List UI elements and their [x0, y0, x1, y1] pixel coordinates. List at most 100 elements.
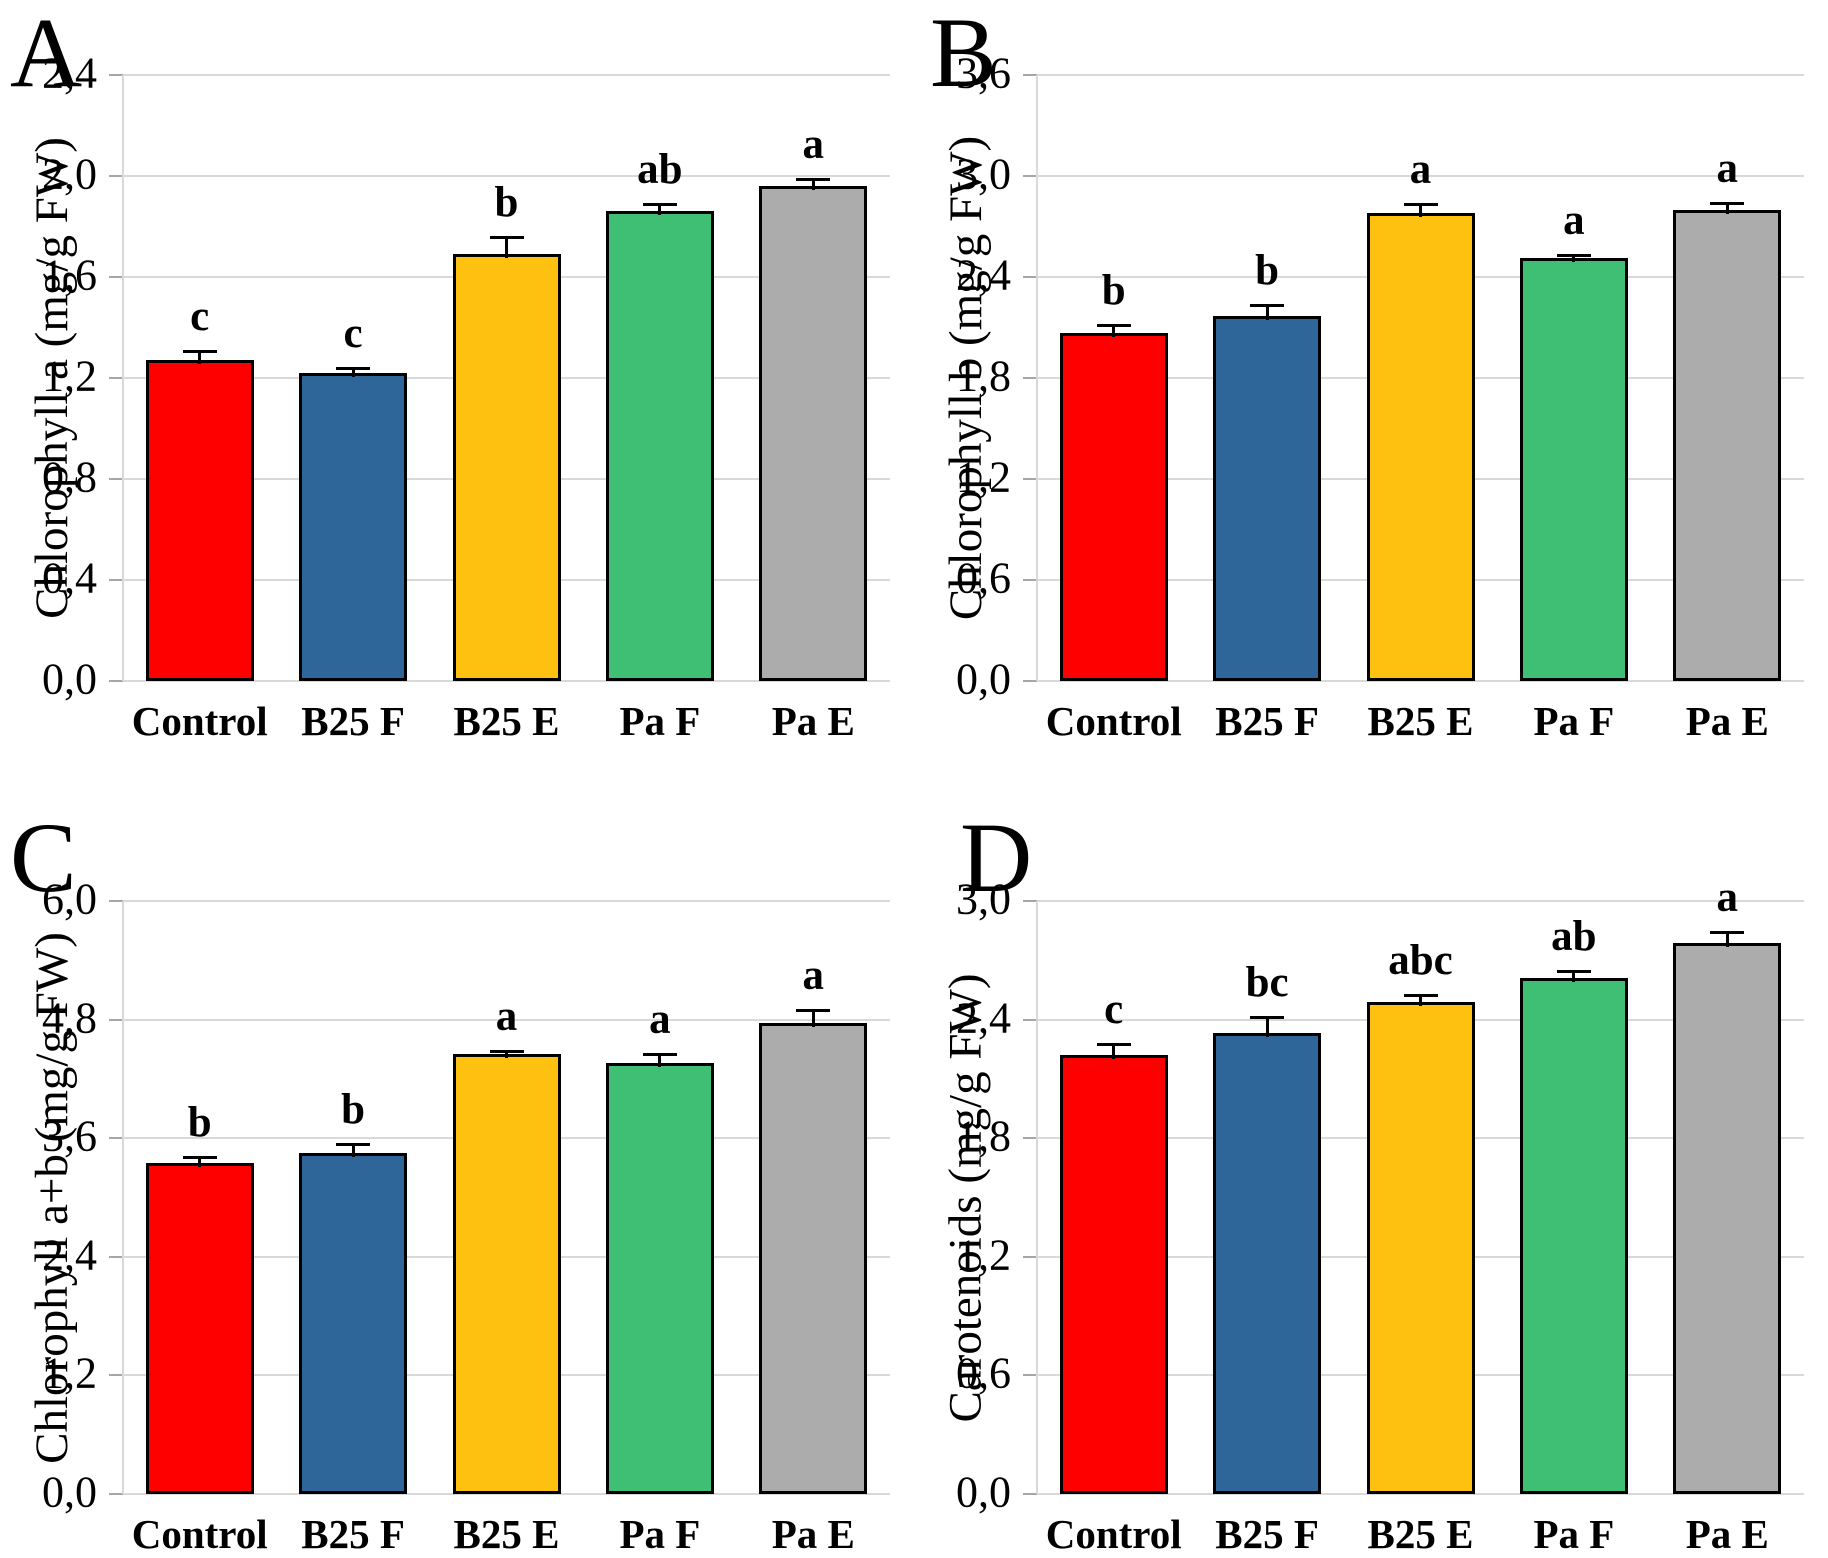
y-axis-line	[122, 75, 124, 681]
significance-letter: ab	[1551, 913, 1597, 961]
error-bar	[1556, 970, 1591, 983]
y-axis-tick	[109, 276, 123, 278]
significance-letter: b	[187, 1099, 212, 1147]
y-axis-tick	[109, 377, 123, 379]
error-bar	[1710, 930, 1745, 947]
significance-letter: abc	[1388, 936, 1453, 984]
error-bar-stem	[505, 1050, 508, 1059]
gridline	[1037, 74, 1804, 76]
error-bar-stem	[811, 178, 815, 191]
error-bar-stem	[351, 1143, 355, 1158]
gridline	[1037, 1493, 1804, 1495]
gridline	[123, 900, 890, 902]
y-axis-tick	[109, 1255, 123, 1258]
error-bar	[1096, 324, 1131, 337]
y-axis-tick	[109, 1374, 123, 1377]
y-tick-label: 0,6	[956, 1348, 1011, 1398]
x-category-label: Pa E	[1685, 698, 1769, 744]
panel-chlorophyll-b: B Chlorophyll b (mg/g FW) 0,0 0,6 1,2 1,8 2,…	[914, 0, 1828, 745]
error-bar	[796, 178, 831, 191]
significance-letter: a	[802, 951, 825, 999]
x-category-label: Control	[131, 698, 268, 744]
bar-pa-f	[1519, 978, 1628, 1494]
error-bar-cap	[336, 1143, 371, 1147]
bar-control	[145, 360, 254, 681]
significance-letter: a	[1716, 873, 1739, 921]
error-bar	[489, 236, 524, 259]
x-category-label: B25 E	[453, 1511, 560, 1557]
y-axis-tick	[1023, 1018, 1037, 1021]
x-category-label: Control	[131, 1511, 268, 1557]
significance-letter: b	[1255, 247, 1280, 295]
significance-letter: a	[649, 996, 671, 1044]
y-axis-tick	[109, 175, 123, 177]
bar-b25-f	[299, 372, 408, 681]
significance-letter: b	[1101, 267, 1126, 315]
x-category-label: B25 F	[301, 1511, 405, 1557]
y-tick-label: 3,0	[956, 874, 1011, 924]
error-bar-cap	[1250, 1015, 1285, 1019]
y-tick-label: 3,0	[956, 149, 1011, 199]
x-category-label: B25 E	[453, 698, 560, 744]
x-category-label: Control	[1045, 1511, 1182, 1557]
y-tick-label: 0,4	[42, 553, 97, 603]
gridline	[1037, 680, 1804, 682]
gridline	[123, 74, 890, 76]
y-axis-tick	[1023, 1374, 1037, 1377]
panel-letter-d: D	[960, 802, 1033, 913]
gridline	[123, 1018, 890, 1021]
error-bar-cap	[1556, 253, 1591, 257]
error-bar-cap	[182, 1156, 217, 1160]
error-bar	[1096, 1043, 1131, 1060]
x-category-label: B25 E	[1367, 1511, 1474, 1557]
error-bar	[336, 367, 371, 377]
gridline	[123, 175, 890, 177]
error-bar-stem	[1112, 1043, 1116, 1060]
error-bar	[336, 1143, 371, 1158]
bar-b25-f	[299, 1153, 408, 1494]
significance-letter: c	[1104, 986, 1124, 1034]
x-category-label: B25 F	[301, 698, 405, 744]
error-bar-cap	[489, 1050, 524, 1054]
y-axis-tick	[109, 900, 123, 902]
error-bar	[796, 1008, 831, 1027]
error-bar-stem	[1725, 930, 1729, 947]
x-category-label: Control	[1045, 698, 1182, 744]
error-bar-stem	[1265, 304, 1269, 320]
y-axis-tick	[1023, 1493, 1037, 1495]
bar-b25-e	[1366, 1001, 1475, 1494]
y-tick-label: 6,0	[42, 874, 97, 924]
bar-control	[1059, 1055, 1168, 1494]
significance-letter: a	[1563, 196, 1585, 244]
error-bar-stem	[198, 1156, 202, 1167]
error-bar-stem	[658, 203, 662, 216]
gridline	[1037, 175, 1804, 177]
gridline	[123, 1493, 890, 1495]
y-tick-label: 2,4	[956, 250, 1011, 300]
error-bar-stem	[1112, 324, 1116, 337]
y-axis-tick	[109, 680, 123, 682]
error-bar-cap	[1710, 930, 1745, 934]
significance-letter: b	[341, 1086, 366, 1134]
y-axis-tick	[1023, 900, 1037, 902]
y-tick-label: 2,4	[956, 993, 1011, 1043]
significance-letter: b	[494, 179, 519, 227]
error-bar	[642, 1053, 677, 1068]
error-bar-cap	[796, 178, 831, 182]
panel-letter-b: B	[930, 0, 997, 108]
y-tick-label: 1,2	[42, 351, 97, 401]
y-axis-tick	[109, 74, 123, 76]
error-bar	[182, 1156, 217, 1167]
y-axis-tick	[1023, 276, 1037, 278]
y-axis-tick	[1023, 74, 1037, 76]
error-bar	[1403, 203, 1438, 218]
y-axis-tick	[1023, 478, 1037, 480]
y-tick-label: 3,6	[42, 1111, 97, 1161]
y-tick-label: 2,4	[42, 1230, 97, 1280]
error-bar-cap	[1250, 304, 1285, 308]
error-bar	[1250, 1015, 1285, 1038]
error-bar	[1403, 993, 1438, 1006]
bar-pa-e	[1673, 209, 1782, 681]
error-bar-stem	[505, 236, 508, 259]
